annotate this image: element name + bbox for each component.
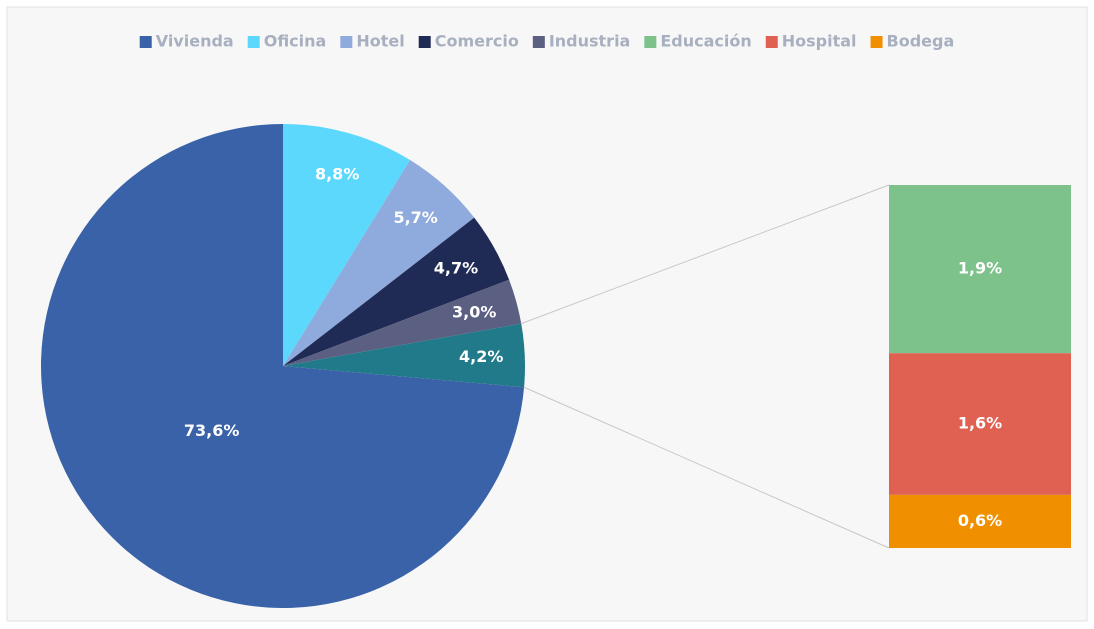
legend-label: Industria xyxy=(549,32,631,51)
legend-label: Vivienda xyxy=(156,32,234,51)
legend-label: Bodega xyxy=(887,32,955,51)
pie-slice xyxy=(283,124,411,366)
legend-label: Comercio xyxy=(435,32,519,51)
data-label: 4,7% xyxy=(434,258,478,277)
data-label: 0,6% xyxy=(958,511,1002,530)
legend-label: Oficina xyxy=(264,32,327,51)
bar-segment xyxy=(889,494,1071,548)
data-label: 3,0% xyxy=(452,303,496,322)
legend-swatch xyxy=(340,36,353,48)
legend-swatch xyxy=(532,36,545,48)
data-label: 1,6% xyxy=(958,414,1002,433)
legend-swatch xyxy=(247,36,260,48)
data-label: 5,7% xyxy=(393,208,437,227)
legend-swatch xyxy=(765,36,778,48)
pie-slice xyxy=(283,160,475,366)
legend-swatch xyxy=(139,36,152,48)
legend-swatch xyxy=(870,36,883,48)
pie-slice xyxy=(40,124,525,609)
legend-swatch xyxy=(418,36,431,48)
pie-slice xyxy=(283,217,510,366)
legend-label: Hotel xyxy=(356,32,404,51)
bar-segment xyxy=(889,185,1071,354)
connector xyxy=(521,184,890,325)
bar-segment xyxy=(889,353,1071,495)
legend: Vivienda Oficina Hotel Comercio Industria Edu… xyxy=(139,32,955,51)
data-label: 4,2% xyxy=(459,347,503,366)
pie-slice xyxy=(283,323,525,388)
legend-label: Educación xyxy=(660,32,751,51)
legend-label: Hospital xyxy=(782,32,857,51)
connector xyxy=(523,386,890,549)
data-label: 1,9% xyxy=(958,259,1002,278)
pie-slice xyxy=(283,279,522,366)
legend-swatch xyxy=(644,36,657,48)
data-label: 8,8% xyxy=(315,165,359,184)
data-label: 73,6% xyxy=(184,421,240,440)
